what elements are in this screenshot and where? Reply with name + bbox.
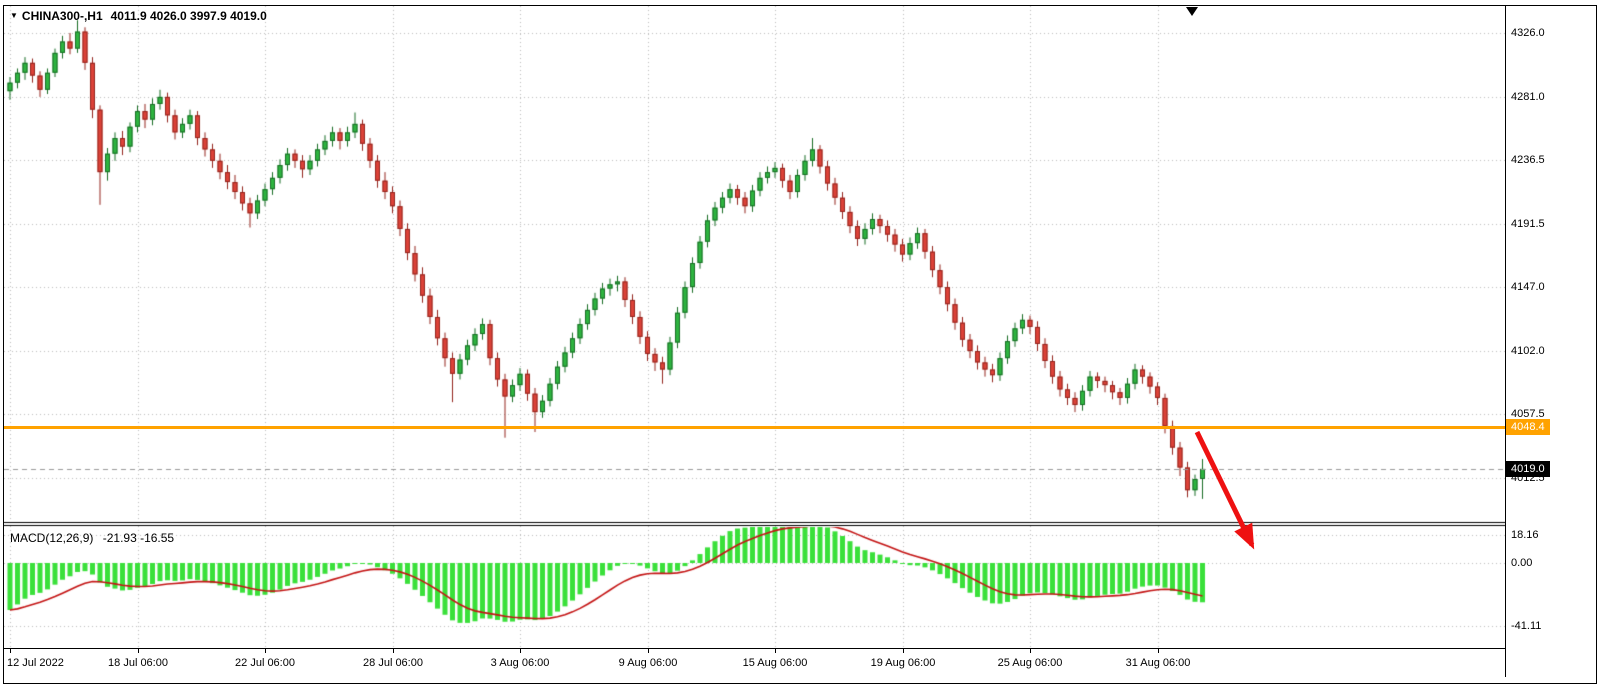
time-axis-tick <box>903 649 904 653</box>
macd-values-label: -21.93 -16.55 <box>102 531 175 545</box>
time-axis-label: 31 Aug 06:00 <box>1125 657 1191 669</box>
price-axis-separator <box>1505 6 1506 677</box>
time-axis-tick <box>265 649 266 653</box>
time-axis-label: 12 Jul 2022 <box>7 657 64 669</box>
time-axis-tick <box>10 649 11 653</box>
chart-shift-marker[interactable] <box>1186 7 1198 16</box>
time-axis-tick <box>393 649 394 653</box>
macd-axis-label: 0.00 <box>1511 557 1533 569</box>
time-axis-label: 3 Aug 06:00 <box>490 657 550 669</box>
symbol-marker-icon[interactable]: ▼ <box>10 11 18 20</box>
price-axis-label: 4147.0 <box>1511 281 1545 294</box>
time-axis-label: 28 Jul 06:00 <box>363 657 423 669</box>
macd-axis-label: -41.11 <box>1511 620 1542 633</box>
macd-axis-label: 18.16 <box>1511 529 1539 542</box>
price-chart-canvas[interactable] <box>4 6 1505 648</box>
time-axis-tick <box>1158 649 1159 653</box>
chart-title-bar: ▼ CHINA300-,H1 4011.9 4026.0 3997.9 4019.0 <box>10 9 267 23</box>
price-axis-label: 4102.0 <box>1511 345 1545 358</box>
price-axis-label: 4326.0 <box>1511 26 1545 39</box>
price-axis-label: 4236.5 <box>1511 154 1545 167</box>
price-axis-label: 4281.0 <box>1511 90 1545 103</box>
time-axis-label: 18 Jul 06:00 <box>108 657 168 669</box>
symbol-timeframe-label: CHINA300-,H1 <box>21 9 103 23</box>
time-axis-label: 25 Aug 06:00 <box>997 657 1063 669</box>
price-axis-label: 4191.5 <box>1511 217 1545 230</box>
macd-indicator-label: MACD(12,26,9) -21.93 -16.55 <box>10 531 174 545</box>
current-price-tag: 4019.0 <box>1506 460 1550 477</box>
time-axis-label: 9 Aug 06:00 <box>618 657 678 669</box>
time-axis-label: 15 Aug 06:00 <box>742 657 808 669</box>
time-axis-tick <box>138 649 139 653</box>
hline-price-tag: 4048.4 <box>1506 419 1550 436</box>
time-axis-label: 19 Aug 06:00 <box>870 657 936 669</box>
price-axis-label: 4057.5 <box>1511 408 1545 421</box>
time-axis-tick <box>1030 649 1031 653</box>
ohlc-values-label: 4011.9 4026.0 3997.9 4019.0 <box>110 9 267 23</box>
time-axis-tick <box>648 649 649 653</box>
macd-name-label: MACD(12,26,9) <box>10 531 94 545</box>
chart-frame <box>3 5 1597 684</box>
time-axis-label: 22 Jul 06:00 <box>235 657 295 669</box>
time-axis-tick <box>775 649 776 653</box>
time-axis[interactable]: 12 Jul 2022 18 Jul 06:00 22 Jul 06:00 28 Ju… <box>4 648 1505 677</box>
time-axis-tick <box>520 649 521 653</box>
price-axis[interactable]: 4048.4 4019.0 4326.0 4281.0 4236.5 4191.5 41… <box>1506 6 1597 676</box>
horizontal-line-object[interactable] <box>4 426 1505 430</box>
